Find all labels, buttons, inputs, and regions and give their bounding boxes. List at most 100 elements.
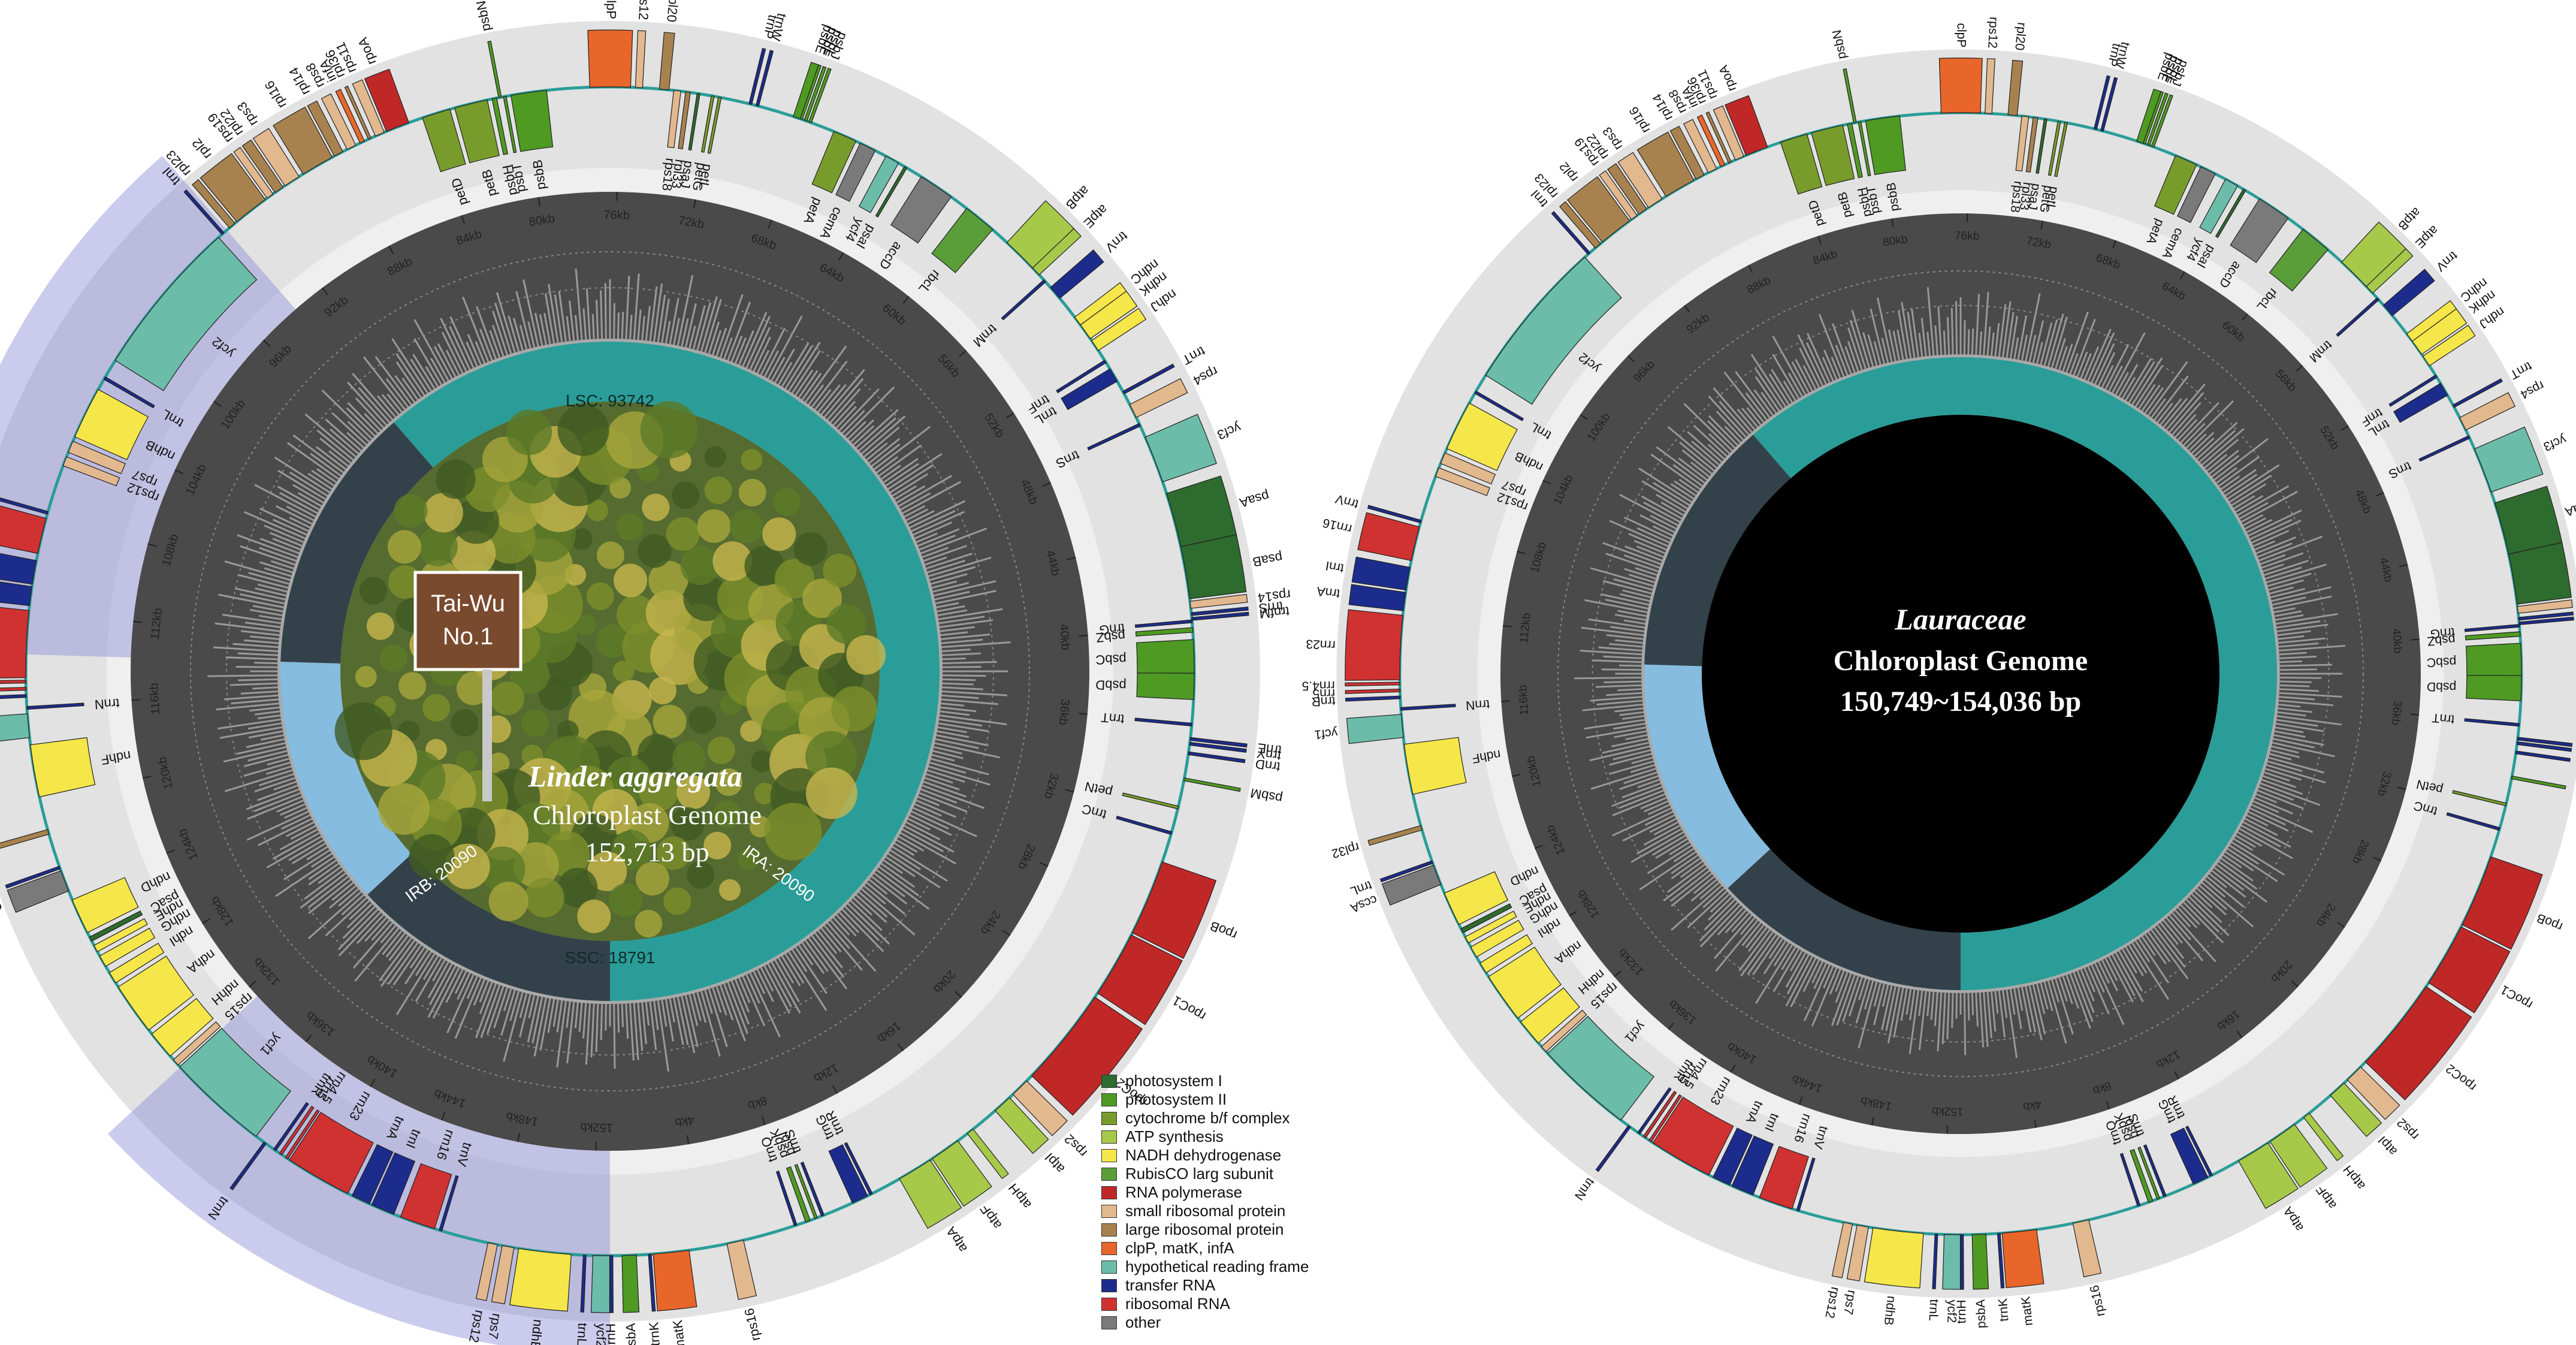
legend-label: other bbox=[1125, 1313, 1161, 1331]
gene-label: rps14 bbox=[1257, 587, 1292, 605]
gene-trnM bbox=[2336, 297, 2379, 337]
gc-spike bbox=[934, 590, 970, 601]
gc-spike bbox=[1650, 514, 1677, 530]
kb-tick bbox=[902, 295, 910, 304]
gc-spike bbox=[1920, 318, 1927, 357]
gc-spike bbox=[1832, 323, 1852, 375]
legend-label: NADH dehydrogenase bbox=[1125, 1146, 1282, 1164]
gc-spike bbox=[1617, 610, 1647, 617]
gene-trnL bbox=[580, 1254, 587, 1313]
gc-spike bbox=[277, 469, 326, 500]
kb-tick bbox=[1002, 930, 1011, 936]
gc-spike bbox=[900, 492, 931, 511]
gc-spike bbox=[1641, 495, 1683, 520]
gc-spike bbox=[1640, 797, 1667, 810]
gc-spike bbox=[479, 328, 493, 361]
gc-spike bbox=[898, 836, 925, 852]
gc-spike bbox=[306, 846, 328, 861]
gc-spike bbox=[734, 979, 750, 1013]
legend-label: photosystem II bbox=[1125, 1090, 1227, 1108]
gene-rps8 bbox=[321, 93, 357, 150]
gc-spike bbox=[427, 961, 449, 999]
gc-spike bbox=[2002, 301, 2012, 358]
gc-spike bbox=[853, 897, 873, 916]
gc-spike bbox=[2270, 588, 2305, 598]
center-disc bbox=[1702, 415, 2219, 933]
foliage-blob bbox=[359, 577, 387, 605]
gc-spike bbox=[280, 814, 311, 830]
foliage-blob bbox=[762, 517, 796, 551]
gc-spike bbox=[938, 718, 983, 727]
gene-label: trnL bbox=[574, 1323, 590, 1345]
gc-spike bbox=[249, 706, 280, 712]
gene-rps12 bbox=[1985, 58, 1995, 114]
gene-label: trnV bbox=[2433, 248, 2460, 274]
foliage-blob bbox=[715, 768, 743, 796]
gc-spike bbox=[742, 976, 766, 1027]
gene-rps7 bbox=[68, 441, 126, 475]
kb-tick bbox=[2399, 563, 2408, 568]
gc-spike bbox=[929, 761, 967, 774]
gc-spike bbox=[1622, 715, 1645, 720]
legend-swatch bbox=[1101, 1111, 1117, 1125]
gc-spike bbox=[942, 652, 981, 656]
gc-spike bbox=[1753, 389, 1774, 416]
gc-spike bbox=[1590, 567, 1654, 587]
gene-trnD bbox=[1188, 751, 1246, 764]
dotted-guide bbox=[226, 287, 994, 1056]
gc-spike bbox=[876, 456, 898, 474]
gc-spike bbox=[566, 316, 571, 342]
gene-atpF bbox=[2269, 1124, 2328, 1188]
gc-spike bbox=[310, 852, 333, 868]
gc-spike bbox=[386, 393, 403, 413]
gene-ycf4 bbox=[858, 155, 899, 213]
gc-spike bbox=[1623, 554, 1660, 569]
gc-spike bbox=[288, 839, 324, 861]
gc-spike bbox=[252, 605, 283, 613]
gc-spike bbox=[1773, 942, 1790, 967]
gc-spike bbox=[2260, 554, 2286, 565]
gc-spike bbox=[2013, 988, 2022, 1029]
gc-spike bbox=[788, 342, 821, 391]
gc-spike bbox=[2273, 595, 2332, 610]
gene-accD bbox=[2230, 198, 2289, 264]
gc-spike bbox=[1926, 287, 1935, 356]
gc-spike bbox=[1622, 589, 1651, 598]
gc-spike bbox=[2094, 963, 2125, 1026]
gc-spike bbox=[2172, 402, 2201, 436]
gene-label: rpoC1 bbox=[1170, 993, 1208, 1024]
gc-spike bbox=[1644, 800, 1669, 813]
gc-spike bbox=[2279, 692, 2342, 698]
gene-rpl20 bbox=[2007, 59, 2024, 116]
gc-spike bbox=[503, 988, 512, 1012]
gc-spike bbox=[1622, 814, 1675, 842]
ssc-region bbox=[1644, 664, 1771, 888]
kb-tick bbox=[2034, 1119, 2037, 1128]
foliage-blob bbox=[388, 565, 422, 599]
gc-spike bbox=[1608, 760, 1654, 775]
gc-spike bbox=[2272, 596, 2306, 606]
gc-spike bbox=[533, 997, 547, 1057]
gene-psbZ bbox=[2465, 631, 2521, 641]
gc-spike bbox=[2278, 699, 2333, 707]
gene-trnQ bbox=[775, 1170, 798, 1226]
gene-trnK bbox=[648, 1253, 656, 1312]
gene-trnY bbox=[2516, 741, 2572, 752]
gene-rpl14 bbox=[1669, 125, 1705, 180]
gc-spike bbox=[1905, 988, 1912, 1015]
gc-spike bbox=[2058, 346, 2068, 370]
gc-spike bbox=[346, 407, 376, 437]
gc-spike bbox=[492, 325, 505, 357]
gc-spike bbox=[855, 894, 887, 924]
gene-trnK bbox=[1997, 1233, 2005, 1289]
gc-spike bbox=[1893, 987, 1904, 1038]
gc-spike bbox=[712, 987, 722, 1013]
gene-label: trnG bbox=[1098, 621, 1125, 638]
gc-spike bbox=[829, 388, 861, 423]
gc-spike bbox=[249, 635, 279, 640]
gc-spike bbox=[2157, 924, 2185, 959]
gc-spike bbox=[2032, 984, 2046, 1035]
gc-spike bbox=[2235, 495, 2264, 513]
gc-spike bbox=[2112, 954, 2136, 997]
gc-spike bbox=[273, 780, 297, 791]
